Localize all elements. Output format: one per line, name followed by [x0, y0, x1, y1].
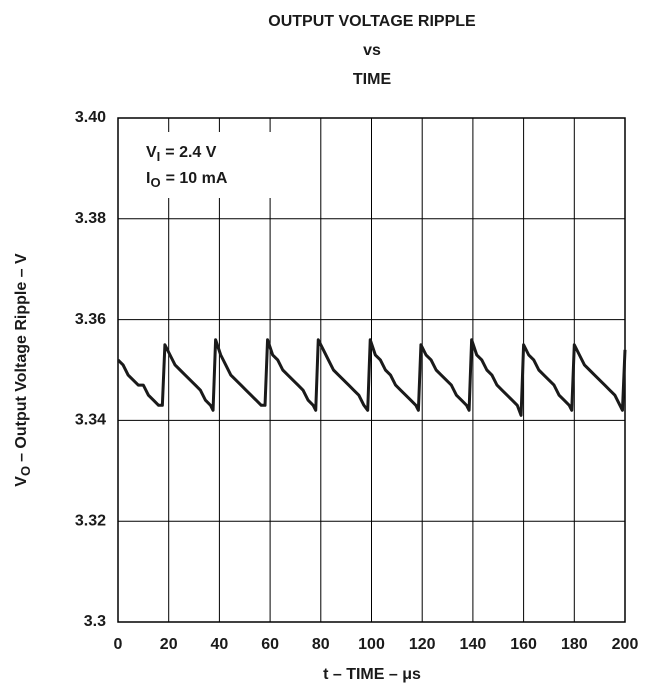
ripple-line — [116, 338, 627, 417]
x-tick-label: 20 — [160, 636, 178, 653]
annotation: VI = 2.4 V — [146, 144, 217, 164]
y-tick-label: 3.36 — [75, 311, 106, 328]
x-tick-label: 180 — [561, 636, 588, 653]
annotation-subscript: I — [157, 149, 161, 164]
y-axis-symbol: V — [13, 476, 30, 487]
x-tick-label: 80 — [312, 636, 330, 653]
x-tick-label: 60 — [261, 636, 279, 653]
annotation-subscript: O — [150, 175, 160, 190]
x-axis-label: t – TIME – μs — [323, 666, 421, 683]
x-tick-label: 100 — [358, 636, 385, 653]
annotation-text: = 10 mA — [166, 170, 228, 187]
x-tick-label: 140 — [460, 636, 487, 653]
y-axis-text: – Output Voltage Ripple – V — [13, 253, 30, 462]
annotation-symbol: V — [146, 144, 157, 161]
x-tick-label: 40 — [211, 636, 229, 653]
y-tick-label: 3.38 — [75, 210, 106, 227]
y-tick-label: 3.34 — [75, 412, 106, 429]
y-tick-label: 3.32 — [75, 512, 106, 529]
y-axis-subscript: O — [18, 466, 33, 476]
x-tick-label: 200 — [612, 636, 639, 653]
x-tick-label: 120 — [409, 636, 436, 653]
y-tick-label: 3.3 — [84, 613, 106, 630]
annotation: IO = 10 mA — [146, 170, 228, 190]
chart-title: vs — [363, 42, 381, 59]
y-axis-label: VO – Output Voltage Ripple – V — [13, 253, 33, 487]
x-tick-label: 160 — [510, 636, 537, 653]
annotation-symbol: I — [146, 170, 150, 187]
chart-title: TIME — [353, 71, 392, 88]
annotation-background — [138, 132, 278, 198]
x-tick-label: 0 — [114, 636, 123, 653]
y-tick-label: 3.40 — [75, 109, 106, 126]
annotation-text: = 2.4 V — [165, 144, 216, 161]
chart-title: OUTPUT VOLTAGE RIPPLE — [268, 13, 476, 30]
